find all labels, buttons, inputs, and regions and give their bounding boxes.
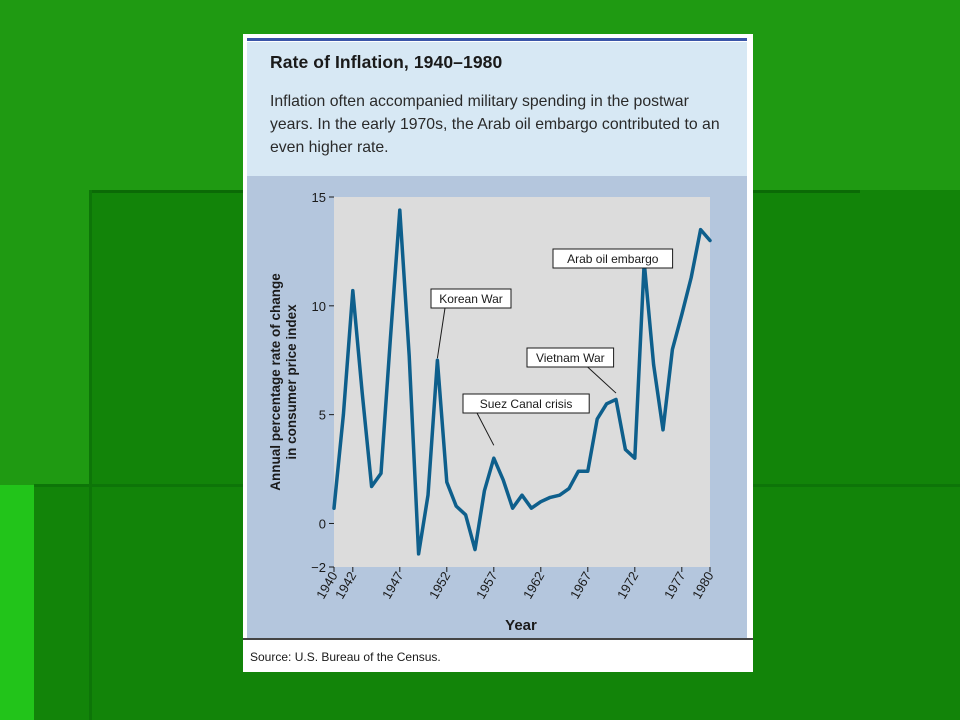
annotation-callout: Suez Canal crisis <box>462 393 590 446</box>
annotation-pointer <box>476 412 495 446</box>
y-tick-label: 0 <box>319 516 326 531</box>
annotation-callout: Vietnam War <box>526 347 617 394</box>
annotation-pointer <box>587 366 617 394</box>
annotation-callout: Arab oil embargo <box>552 248 674 269</box>
annotations: Korean War Suez Canal crisis Vietnam War Ar… <box>430 248 674 446</box>
chart-description: Inflation often accompanied military spe… <box>270 93 720 156</box>
x-tick-label: 1967 <box>567 569 594 602</box>
annotation-label: Vietnam War <box>536 351 605 365</box>
y-tick-label: −2 <box>311 560 326 575</box>
annotation-callout: Korean War <box>430 288 512 359</box>
inflation-series-line <box>332 208 712 556</box>
x-axis-label: Year <box>505 617 537 634</box>
x-tick-label: 1980 <box>689 569 716 602</box>
background-bright-band <box>0 485 34 720</box>
x-tick-label: 1947 <box>379 569 406 602</box>
x-tick-label: 1962 <box>520 569 547 602</box>
annotation-box <box>430 288 512 309</box>
background-rule-vertical <box>89 190 92 720</box>
annotation-box <box>552 248 674 269</box>
figure-header: Rate of Inflation, 1940–1980 Inflation o… <box>247 42 747 176</box>
x-tick-label: 1972 <box>614 569 641 602</box>
annotation-box <box>526 347 615 368</box>
figure-bottom-rule <box>243 638 753 640</box>
annotation-label: Arab oil embargo <box>567 252 659 266</box>
annotation-pointer <box>436 307 446 359</box>
figure-top-rule <box>247 38 747 41</box>
y-tick-label: 10 <box>312 299 326 314</box>
source-note: Source: U.S. Bureau of the Census. <box>250 650 441 664</box>
y-tick-label: 15 <box>312 190 326 205</box>
x-tick-label: 1942 <box>332 569 359 602</box>
x-tick-label: 1952 <box>426 569 453 602</box>
annotation-label: Korean War <box>439 292 503 306</box>
annotation-box <box>462 393 590 414</box>
chart-title: Rate of Inflation, 1940–1980 <box>270 52 503 72</box>
y-axis-label-line2: in consumer price index <box>284 304 299 460</box>
y-axis: 15 10 5 0 −2 <box>311 190 334 575</box>
x-tick-label: 1957 <box>473 569 500 602</box>
y-tick-label: 5 <box>319 408 326 423</box>
x-tick-label: 1977 <box>661 569 688 602</box>
chart-figure: Rate of Inflation, 1940–1980 Inflation o… <box>243 34 753 672</box>
annotation-label: Suez Canal crisis <box>480 397 573 411</box>
y-axis-label-line1: Annual percentage rate of change <box>268 273 283 491</box>
